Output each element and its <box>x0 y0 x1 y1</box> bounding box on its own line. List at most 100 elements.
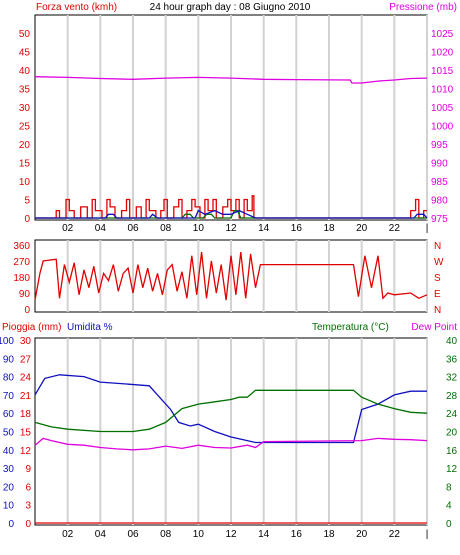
compass-tick-label: N <box>434 241 441 252</box>
x-tick-label: 10 <box>193 529 205 540</box>
temperature-tick-label: 16 <box>446 446 458 457</box>
rain-tick-label: 24 <box>20 373 32 384</box>
x-tick-label: 18 <box>323 223 335 234</box>
pressure-axis-title: Pressione (mb) <box>389 2 457 13</box>
x-tick-label: 02 <box>62 223 74 234</box>
wind-axis-title: Forza vento (kmh) <box>36 2 117 13</box>
x-tick-label: 18 <box>323 529 335 540</box>
humidity-tick-label: 70 <box>3 391 15 402</box>
wind-tick-label: 35 <box>19 85 31 96</box>
wind-tick-label: 5 <box>24 196 30 207</box>
wind-tick-label: 15 <box>19 159 31 170</box>
humidity-tick-label: 90 <box>3 354 15 365</box>
temperature-tick-label: 8 <box>446 482 452 493</box>
series-line <box>35 209 428 219</box>
rain-tick-label: 6 <box>25 482 31 493</box>
x-tick-label: 10 <box>193 223 205 234</box>
temperature-axis-ticks: 0 4 8 12 16 20 24 28 32 36 40 <box>446 336 458 530</box>
series-line <box>34 76 428 84</box>
temperature-axis-title: Temperatura (°C) <box>312 322 389 333</box>
series-line <box>34 374 427 444</box>
pressure-tick-label: 980 <box>431 196 448 207</box>
temperature-tick-label: 24 <box>446 409 458 420</box>
pressure-tick-label: 1020 <box>431 48 454 59</box>
humidity-tick-label: 60 <box>3 409 15 420</box>
temperature-tick-label: 20 <box>446 428 458 439</box>
pressure-tick-label: 995 <box>431 140 448 151</box>
humidity-tick-label: 40 <box>3 446 15 457</box>
pressure-tick-label: 985 <box>431 177 448 188</box>
temperature-tick-label: 28 <box>446 391 458 402</box>
direction-tick-label: 0 <box>24 305 30 316</box>
x-tick-label: 16 <box>291 223 303 234</box>
rain-tick-label: 18 <box>20 409 32 420</box>
temperature-tick-label: 12 <box>446 464 458 475</box>
humidity-tick-label: 30 <box>3 464 15 475</box>
x-tick-label: 06 <box>127 223 139 234</box>
panel-series <box>34 252 428 301</box>
x-tick-label: | <box>426 223 429 234</box>
humidity-tick-label: 100 <box>0 336 14 347</box>
rain-tick-label: 9 <box>25 464 31 475</box>
direction-degree-ticks: 0 90 180 270 360 <box>13 241 30 316</box>
wind-tick-label: 25 <box>19 122 31 133</box>
wind-tick-label: 50 <box>19 29 31 40</box>
temperature-tick-label: 4 <box>446 501 452 512</box>
temperature-tick-label: 36 <box>446 354 458 365</box>
wind-tick-label: 0 <box>24 214 30 225</box>
pressure-tick-label: 990 <box>431 159 448 170</box>
panel-grid <box>66 15 428 220</box>
temperature-tick-label: 40 <box>446 336 458 347</box>
pressure-tick-label: 1010 <box>431 85 454 96</box>
humidity-tick-label: 80 <box>3 373 15 384</box>
series-line <box>34 252 428 301</box>
rain-axis-title: Pioggia (mm) <box>2 322 61 333</box>
series-line <box>35 209 427 219</box>
humidity-axis-title: Umidita % <box>67 322 113 333</box>
panel-series <box>34 374 428 524</box>
panel-grid <box>66 338 428 525</box>
x-tick-label: 16 <box>291 529 303 540</box>
rain-tick-label: 3 <box>25 501 31 512</box>
wind-axis-ticks: 0 5 10 15 20 25 30 35 40 45 50 <box>19 29 31 225</box>
humidity-tick-label: 10 <box>3 501 15 512</box>
compass-tick-label: E <box>434 289 441 300</box>
rain-axis-ticks: 0 3 6 9 12 15 18 21 24 27 30 <box>20 336 32 530</box>
direction-tick-label: 360 <box>13 241 30 252</box>
rain-tick-label: 0 <box>25 519 31 530</box>
x-tick-label: 12 <box>225 223 237 234</box>
wind-tick-label: 40 <box>19 66 31 77</box>
graph-title: 24 hour graph day : 08 Giugno 2010 <box>150 2 311 13</box>
wind-tick-label: 45 <box>19 48 31 59</box>
x-tick-label: | <box>426 529 429 540</box>
pressure-tick-label: 1025 <box>431 29 454 40</box>
x-tick-label: 08 <box>160 529 172 540</box>
x-tick-label: 08 <box>160 223 172 234</box>
rain-tick-label: 27 <box>20 354 32 365</box>
series-line <box>34 389 428 433</box>
x-tick-label: 14 <box>258 223 270 234</box>
direction-tick-label: 90 <box>19 289 31 300</box>
series-line <box>34 437 428 451</box>
temperature-tick-label: 32 <box>446 373 458 384</box>
x-tick-label: 22 <box>389 529 401 540</box>
x-tick-label: 12 <box>225 529 237 540</box>
pressure-tick-label: 975 <box>431 214 448 225</box>
x-tick-label: 06 <box>127 529 139 540</box>
direction-tick-label: 180 <box>13 273 30 284</box>
humidity-tick-label: 20 <box>3 482 15 493</box>
compass-tick-label: S <box>434 273 441 284</box>
x-tick-label: 14 <box>258 529 270 540</box>
x-tick-label: 22 <box>389 223 401 234</box>
compass-tick-label: W <box>434 257 444 268</box>
rain-tick-label: 15 <box>20 428 32 439</box>
temperature-tick-label: 0 <box>446 519 452 530</box>
wind-tick-label: 20 <box>19 140 31 151</box>
rain-tick-label: 21 <box>20 391 32 402</box>
x-axis-ticks: 02 04 06 08 10 12 14 16 18 20 22 | <box>62 223 428 234</box>
